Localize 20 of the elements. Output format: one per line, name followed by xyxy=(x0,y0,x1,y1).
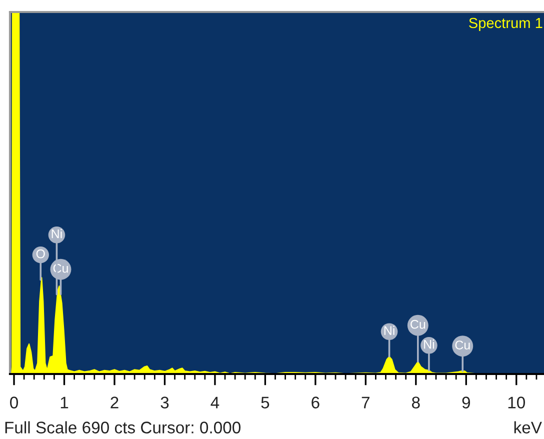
x-tick-label: 8 xyxy=(412,396,420,408)
x-tick-label: 9 xyxy=(462,396,470,408)
x-tick-label: 7 xyxy=(362,396,370,408)
annotation: O xyxy=(36,249,45,258)
x-tick-label: 5 xyxy=(261,396,270,408)
x-tick-label: 0 xyxy=(10,396,18,408)
annotation: Ni xyxy=(424,340,434,349)
annotation: Cu xyxy=(410,320,426,329)
annotation: Cu xyxy=(455,340,470,350)
x-tick-label: 3 xyxy=(160,396,169,408)
x-axis-title: keV xyxy=(514,421,542,434)
x-tick-label: 6 xyxy=(312,396,320,408)
annotation: Ni xyxy=(384,326,394,335)
x-tick-label: 10 xyxy=(508,396,525,408)
annotation: Ni xyxy=(52,229,62,238)
x-tick-label: 4 xyxy=(210,396,220,408)
x-tick-label: 2 xyxy=(110,396,118,408)
chart-title: Spectrum 1 xyxy=(469,18,542,32)
x-tick-label: 1 xyxy=(60,396,68,408)
text: Full Scale 690 cts Cursor: 0.000 xyxy=(5,421,240,434)
